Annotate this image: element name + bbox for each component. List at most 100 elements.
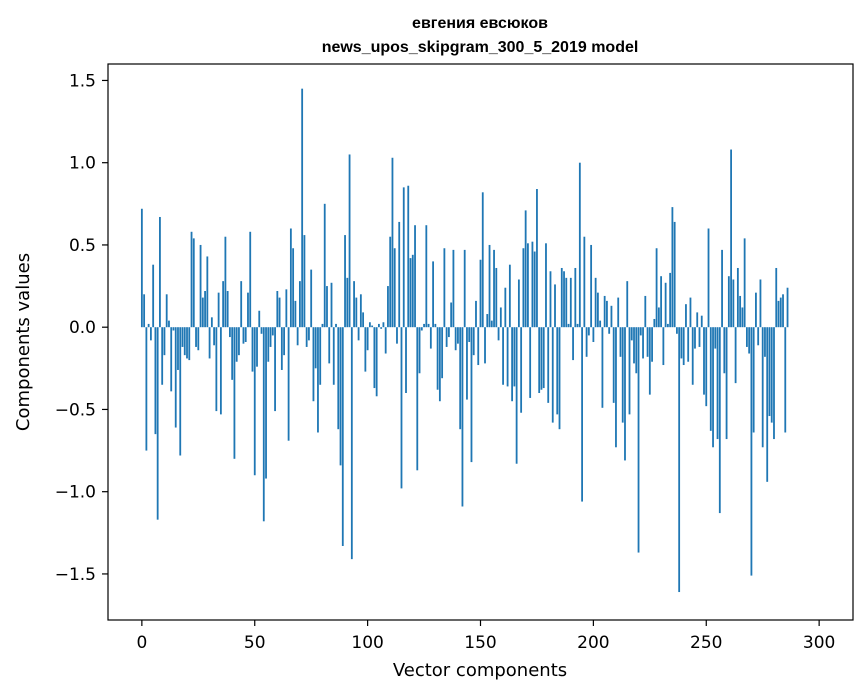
bar bbox=[709, 327, 712, 431]
bar bbox=[344, 235, 346, 328]
bar bbox=[280, 327, 283, 370]
bar bbox=[499, 307, 502, 328]
bar bbox=[608, 327, 611, 334]
bar bbox=[689, 297, 692, 328]
bar bbox=[784, 327, 787, 433]
bar bbox=[267, 327, 270, 362]
bar bbox=[177, 327, 179, 370]
y-tick-label: 1.0 bbox=[69, 154, 96, 174]
bar bbox=[303, 235, 306, 328]
bar bbox=[256, 327, 258, 367]
bar bbox=[298, 281, 301, 328]
bar bbox=[425, 225, 428, 328]
bar bbox=[610, 305, 613, 328]
bar bbox=[405, 327, 407, 393]
bar bbox=[755, 292, 757, 328]
y-tick-label: −1.0 bbox=[55, 483, 96, 503]
bar bbox=[296, 327, 299, 346]
bar bbox=[292, 248, 295, 328]
bar bbox=[743, 238, 746, 328]
bar bbox=[662, 327, 665, 366]
bar bbox=[497, 327, 500, 341]
bar bbox=[606, 300, 608, 328]
bar bbox=[777, 300, 780, 328]
x-tick-label: 300 bbox=[803, 633, 835, 653]
bar bbox=[766, 327, 769, 482]
bar bbox=[459, 327, 462, 430]
bar bbox=[445, 327, 448, 347]
bar bbox=[698, 327, 701, 347]
bar bbox=[249, 231, 252, 328]
bar bbox=[384, 327, 387, 354]
bar bbox=[682, 327, 685, 366]
bar bbox=[355, 297, 358, 328]
bar bbox=[764, 327, 766, 357]
bar bbox=[687, 327, 690, 362]
bar bbox=[432, 261, 434, 328]
bar bbox=[664, 282, 667, 328]
bar bbox=[531, 241, 534, 328]
bar bbox=[527, 243, 529, 328]
bar bbox=[179, 327, 182, 456]
bar bbox=[287, 327, 290, 441]
bar bbox=[168, 320, 170, 328]
bar bbox=[707, 228, 710, 328]
bar bbox=[265, 327, 267, 479]
bar bbox=[317, 327, 319, 433]
bar bbox=[364, 327, 367, 372]
bar bbox=[750, 327, 753, 576]
bar bbox=[348, 154, 351, 328]
bar bbox=[362, 312, 365, 328]
bar bbox=[536, 189, 538, 328]
bar bbox=[447, 327, 450, 338]
bar bbox=[323, 203, 326, 328]
bar bbox=[540, 327, 543, 390]
bar bbox=[547, 327, 550, 403]
bar bbox=[314, 327, 317, 369]
bar bbox=[626, 281, 629, 328]
bar bbox=[353, 281, 355, 328]
bar bbox=[676, 327, 678, 334]
bar bbox=[409, 258, 412, 328]
bar bbox=[368, 322, 371, 328]
x-tick-label: 0 bbox=[136, 633, 147, 653]
bar bbox=[779, 297, 782, 328]
bar bbox=[624, 327, 626, 461]
plot-frame bbox=[107, 63, 854, 621]
bar bbox=[233, 327, 236, 459]
bar bbox=[515, 327, 518, 464]
bar bbox=[206, 256, 209, 328]
bar bbox=[495, 267, 498, 328]
bar bbox=[725, 327, 728, 440]
bar bbox=[429, 327, 432, 349]
bar bbox=[639, 327, 642, 336]
bar bbox=[418, 327, 421, 374]
bar bbox=[567, 323, 570, 328]
bar bbox=[389, 236, 392, 328]
bar bbox=[475, 300, 477, 328]
bar bbox=[596, 292, 599, 328]
bar bbox=[341, 327, 344, 546]
bar bbox=[786, 287, 789, 328]
bar bbox=[752, 327, 755, 433]
x-tick-label: 250 bbox=[690, 633, 722, 653]
bar bbox=[748, 327, 751, 354]
bar bbox=[572, 327, 574, 361]
bar bbox=[371, 325, 374, 328]
bar bbox=[181, 327, 184, 347]
bar bbox=[438, 327, 441, 402]
bar bbox=[490, 320, 493, 328]
bar bbox=[326, 286, 328, 328]
bar bbox=[271, 327, 274, 336]
bar bbox=[502, 327, 504, 385]
bar bbox=[240, 281, 243, 328]
bar bbox=[197, 327, 200, 351]
bar bbox=[373, 327, 376, 389]
bar bbox=[375, 327, 378, 397]
bar bbox=[745, 327, 748, 347]
bar bbox=[601, 327, 604, 408]
bar bbox=[730, 149, 732, 328]
bar bbox=[549, 271, 552, 328]
bar bbox=[576, 323, 579, 328]
bar bbox=[186, 327, 188, 359]
